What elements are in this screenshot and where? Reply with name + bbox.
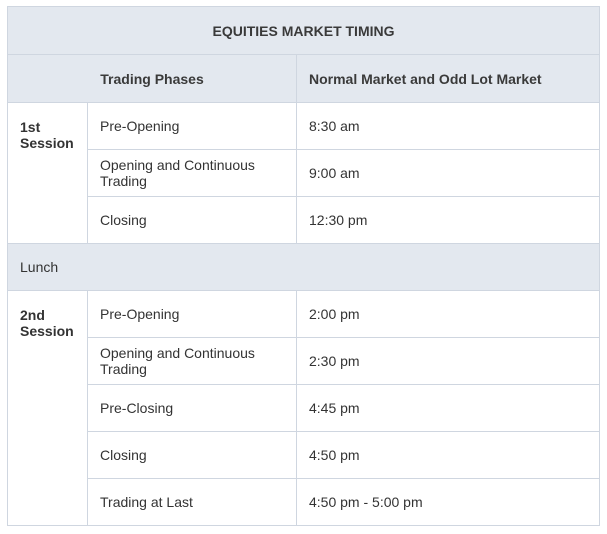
time-cell: 4:50 pm - 5:00 pm: [296, 478, 600, 526]
lunch-label: Lunch: [7, 243, 600, 291]
table-row: Pre-Closing 4:45 pm: [8, 384, 600, 432]
table-row: Opening and Continuous Trading 2:30 pm: [8, 337, 600, 385]
time-cell: 2:30 pm: [296, 337, 600, 385]
table-title: EQUITIES MARKET TIMING: [7, 6, 600, 55]
table-title-row: EQUITIES MARKET TIMING: [7, 6, 600, 55]
time-cell: 4:45 pm: [296, 384, 600, 432]
equities-market-timing-table: EQUITIES MARKET TIMING Trading Phases No…: [7, 6, 600, 526]
time-cell: 4:50 pm: [296, 431, 600, 479]
phase-cell: Closing: [87, 431, 297, 479]
table-row: Opening and Continuous Trading 9:00 am: [8, 149, 600, 197]
table-header-row: Trading Phases Normal Market and Odd Lot…: [7, 54, 600, 103]
trading-phases-header: Trading Phases: [7, 54, 297, 103]
table-row: Closing 4:50 pm: [8, 431, 600, 479]
phase-cell: Opening and Continuous Trading: [87, 337, 297, 385]
table-row: Closing 12:30 pm: [8, 196, 600, 244]
session-2-label: 2nd Session: [7, 290, 88, 526]
phase-cell: Pre-Opening: [87, 290, 297, 338]
phase-cell: Pre-Closing: [87, 384, 297, 432]
phase-cell: Opening and Continuous Trading: [87, 149, 297, 197]
time-cell: 8:30 am: [296, 102, 600, 150]
time-cell: 2:00 pm: [296, 290, 600, 338]
phase-cell: Pre-Opening: [87, 102, 297, 150]
time-cell: 12:30 pm: [296, 196, 600, 244]
phase-cell: Closing: [87, 196, 297, 244]
market-time-header: Normal Market and Odd Lot Market: [296, 54, 600, 103]
table-row: 2nd Session Pre-Opening 2:00 pm: [7, 290, 600, 526]
phase-cell: Trading at Last: [87, 478, 297, 526]
lunch-row: Lunch: [7, 243, 600, 291]
session-1-label: 1st Session: [7, 102, 88, 244]
table-row: Trading at Last 4:50 pm - 5:00 pm: [8, 478, 600, 526]
table-row: 1st Session Pre-Opening 8:30 am: [7, 102, 600, 244]
time-cell: 9:00 am: [296, 149, 600, 197]
